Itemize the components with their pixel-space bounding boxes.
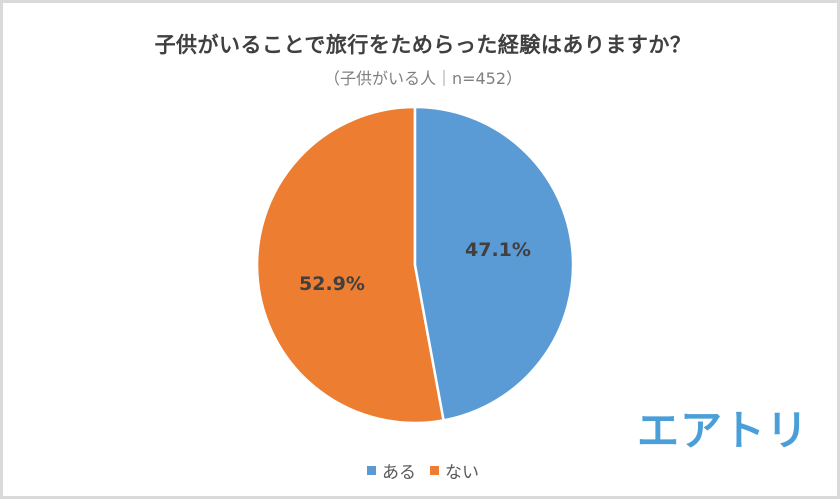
brand-logo: エアトリ: [637, 406, 810, 455]
legend-swatch-no: [430, 466, 439, 475]
chart-title: 子供がいることで旅行をためらった経験はありますか？: [154, 33, 692, 57]
legend-swatch-yes: [367, 466, 376, 475]
legend-item-no: ない: [430, 458, 479, 483]
data-label-yes: 47.1%: [465, 239, 531, 261]
pie-slice-yes: [413, 105, 575, 422]
chart-legend: ある ない: [3, 458, 840, 483]
legend-label-yes: ある: [382, 463, 416, 483]
data-label-no: 52.9%: [299, 273, 365, 295]
legend-item-yes: ある: [367, 458, 416, 483]
legend-label-no: ない: [445, 463, 479, 483]
pie-chart: [255, 105, 575, 425]
chart-subtitle: （子供がいる人｜n=452）: [323, 69, 523, 88]
pie-slice-no: [255, 105, 446, 425]
